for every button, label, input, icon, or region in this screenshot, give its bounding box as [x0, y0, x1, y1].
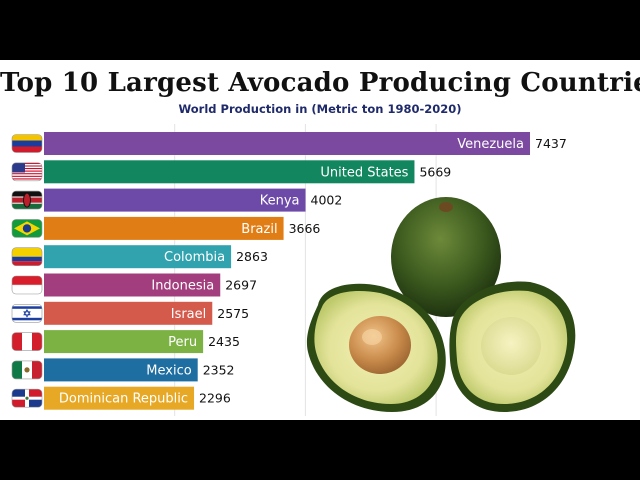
bar-value: 2435	[208, 334, 240, 349]
mexico-flag-icon	[11, 360, 43, 380]
venezuela-flag-icon	[11, 134, 43, 153]
chart-frame: Top 10 Largest Avocado Producing Countri…	[0, 60, 640, 420]
bar-value: 5669	[419, 164, 451, 179]
bar-row: Israel 2575	[11, 301, 249, 325]
bar	[44, 188, 306, 212]
bar-label: Kenya	[260, 194, 300, 209]
chart-title: Top 10 Largest Avocado Producing Countri…	[0, 68, 640, 98]
bar-label: Colombia	[164, 250, 225, 265]
dominican-republic-flag-icon	[11, 388, 43, 408]
bar-value: 2863	[236, 249, 268, 264]
bar	[44, 386, 195, 410]
bar-label: Mexico	[146, 363, 191, 378]
bar-value: 2352	[203, 362, 235, 377]
bar-label: Venezuela	[457, 137, 524, 152]
bar	[44, 301, 213, 325]
bar-label: Dominican Republic	[59, 392, 188, 407]
indonesia-flag-icon	[11, 275, 43, 295]
bar-value: 2697	[225, 278, 257, 293]
bar-row: Indonesia 2697	[11, 273, 257, 297]
bar-row: Mexico 2352	[11, 358, 235, 382]
bar-label: Peru	[168, 335, 197, 350]
colombia-flag-icon	[11, 247, 43, 266]
bar-row: Venezuela 7437	[11, 132, 567, 155]
bar-label: Brazil	[241, 222, 277, 237]
bar-value: 7437	[535, 136, 567, 151]
bar	[44, 216, 284, 240]
bar	[44, 245, 232, 269]
united-states-flag-icon	[11, 162, 43, 182]
bar-row: Dominican Republic 2296	[11, 386, 231, 410]
avocado-image	[306, 197, 576, 412]
bar-value: 2296	[199, 391, 231, 406]
bar-value: 4002	[311, 193, 343, 208]
bars: Venezuela 7437 United States 5669 Kenya 4002 B…	[11, 132, 567, 410]
bar-row: Colombia 2863	[11, 245, 268, 269]
israel-flag-icon	[11, 304, 43, 323]
bar-row: Kenya 4002	[11, 188, 343, 212]
bar-row: United States 5669	[11, 160, 451, 184]
bar	[44, 273, 221, 297]
bar-row: Brazil 3666	[11, 216, 321, 240]
brazil-flag-icon	[11, 219, 43, 238]
bar-label: Israel	[171, 307, 207, 322]
bar-value: 3666	[289, 221, 321, 236]
bar	[44, 160, 415, 184]
bar-value: 2575	[217, 306, 249, 321]
bar-label: Indonesia	[151, 279, 214, 294]
bar-row: Peru 2435	[11, 330, 240, 354]
bar	[44, 330, 204, 354]
bar-label: United States	[320, 165, 408, 180]
bar-chart: Venezuela 7437 United States 5669 Kenya 4002 B…	[11, 124, 576, 416]
chart-subtitle: World Production in (Metric ton 1980-202…	[178, 102, 462, 116]
bar	[44, 358, 198, 382]
bar	[44, 132, 530, 155]
kenya-flag-icon	[11, 190, 43, 210]
peru-flag-icon	[11, 332, 43, 351]
